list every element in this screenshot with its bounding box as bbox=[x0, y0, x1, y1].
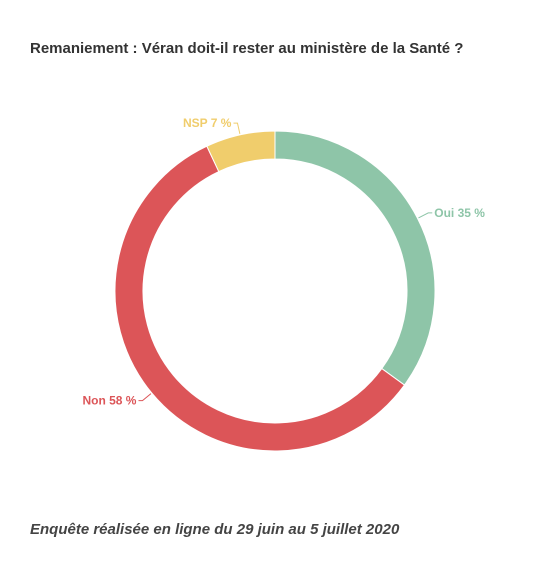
leader-non bbox=[138, 393, 152, 402]
slice-nsp bbox=[206, 130, 276, 173]
label-nsp: NSP 7 % bbox=[183, 116, 232, 130]
donut-slices bbox=[114, 130, 436, 452]
label-oui: Oui 35 % bbox=[434, 206, 485, 220]
label-leaders bbox=[138, 122, 433, 402]
slice-oui bbox=[274, 130, 436, 386]
slice-labels: Oui 35 % Non 58 % NSP 7 % bbox=[82, 116, 485, 407]
leader-oui bbox=[418, 212, 433, 219]
label-non: Non 58 % bbox=[82, 394, 136, 408]
chart-title: Remaniement : Véran doit-il rester au mi… bbox=[30, 40, 464, 57]
slice-non bbox=[114, 145, 406, 452]
chart-caption: Enquête réalisée en ligne du 29 juin au … bbox=[30, 521, 400, 538]
leader-nsp bbox=[233, 122, 241, 134]
